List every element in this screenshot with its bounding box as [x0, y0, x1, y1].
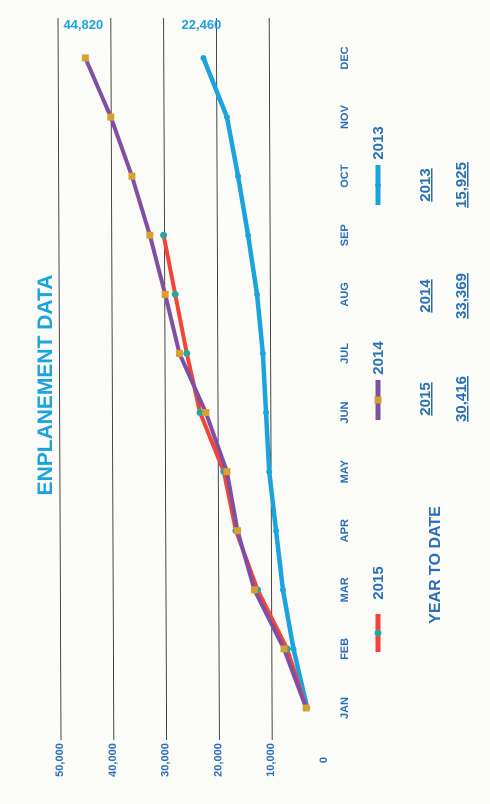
end-value-label: 44,820 [63, 17, 103, 32]
ytd-value-2014: 33,369 [453, 273, 470, 319]
series-2013 [200, 55, 311, 711]
data-point [266, 468, 273, 475]
gridline [57, 17, 62, 741]
data-point [128, 172, 136, 180]
series-line-2014 [83, 57, 309, 709]
data-point [234, 527, 242, 535]
data-point [290, 645, 297, 652]
legend: 2015 2014 2013 [370, 126, 387, 652]
data-point [279, 586, 286, 593]
data-point [200, 55, 207, 61]
data-point [273, 527, 280, 534]
gridline [268, 17, 273, 741]
data-point [223, 114, 230, 121]
x-tick-label: AUG [339, 282, 351, 306]
x-tick-label: MAY [339, 459, 351, 483]
year-to-date: YEAR TO DATE 2015 30,416 2014 33,369 201… [417, 162, 470, 624]
x-tick-label: NOV [339, 105, 351, 130]
end-value-label: 22,460 [182, 17, 222, 32]
series-2014 [81, 54, 310, 712]
data-point [160, 231, 168, 239]
gridline [163, 17, 168, 741]
ytd-year-2014: 2014 [417, 279, 434, 313]
y-tick-label: 30,000 [160, 743, 172, 777]
data-point [280, 645, 288, 653]
series-line-2013 [201, 57, 310, 709]
legend-item-2015: 2015 [370, 566, 387, 652]
data-point [175, 349, 183, 357]
data-point [161, 290, 169, 298]
data-point [223, 468, 231, 476]
ytd-value-2013: 15,925 [453, 162, 470, 208]
gridline [215, 17, 220, 741]
series-line-2015 [161, 234, 309, 709]
x-tick-label: DEC [339, 46, 351, 69]
x-tick-label: JUN [339, 401, 351, 423]
data-point [254, 291, 261, 298]
x-tick-label: OCT [339, 164, 351, 188]
legend-item-2014: 2014 [370, 341, 387, 420]
y-tick-label: 20,000 [212, 743, 224, 777]
x-tick-label: JUL [339, 343, 351, 364]
legend-item-2013: 2013 [370, 126, 387, 205]
x-tick-label: APR [339, 519, 351, 542]
ytd-value-2015: 30,416 [453, 376, 470, 422]
y-tick-label: 50,000 [54, 743, 66, 777]
chart-title: ENPLANEMENT DATA [34, 275, 57, 496]
ytd-year-2013: 2013 [417, 168, 434, 201]
ytd-year-2015: 2015 [417, 382, 434, 415]
y-tick-label: 0 [318, 757, 330, 763]
y-tick-label: 40,000 [107, 743, 119, 777]
grid [57, 17, 273, 741]
gridline [110, 17, 115, 741]
legend-label-2014: 2014 [370, 341, 387, 375]
data-point [196, 409, 204, 417]
x-tick-label: SEP [339, 224, 351, 246]
series-group [81, 54, 311, 712]
data-point [250, 586, 258, 594]
ytd-label: YEAR TO DATE [427, 506, 444, 624]
legend-label-2013: 2013 [370, 126, 387, 159]
legend-label-2015: 2015 [370, 566, 387, 599]
data-point [171, 290, 179, 298]
data-point [107, 113, 115, 121]
data-point [202, 409, 210, 417]
x-tick-label: FEB [339, 638, 351, 660]
ticks: 0 10,000 20,000 30,000 40,000 50,000 JAN FEB MAR… [54, 17, 351, 777]
data-point [302, 704, 310, 712]
x-tick-label: MAR [339, 577, 351, 602]
data-point [263, 409, 270, 416]
data-point [245, 232, 252, 239]
data-point [146, 231, 154, 239]
data-point [259, 350, 266, 357]
series-2015 [160, 231, 310, 712]
x-tick-label: JAN [339, 697, 351, 719]
y-tick-label: 10,000 [265, 743, 277, 777]
data-point [81, 54, 89, 62]
data-point [183, 349, 191, 357]
data-point [235, 173, 242, 180]
